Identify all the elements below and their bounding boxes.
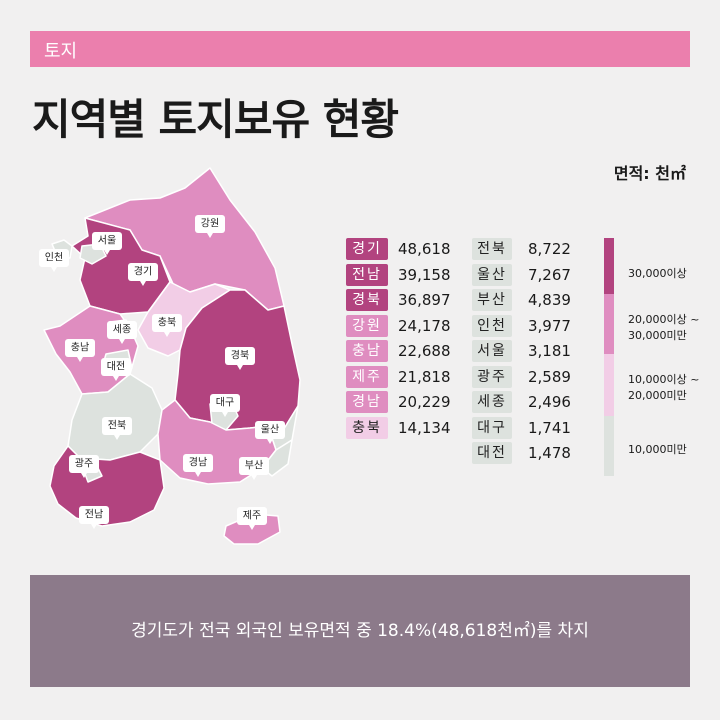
region-value: 8,722	[528, 240, 571, 258]
region-name-tag: 전남	[346, 263, 388, 286]
map-label-text: 강원	[201, 218, 219, 230]
map-label-충남: 충남	[65, 339, 95, 362]
region-value: 21,818	[398, 367, 451, 386]
region-value: 2,496	[528, 393, 571, 411]
map-label-대구: 대구	[210, 394, 240, 417]
map-label-text: 인천	[45, 252, 63, 264]
region-name-tag: 울산	[472, 263, 512, 286]
category-bar: 토지	[30, 31, 690, 67]
region-value: 22,688	[398, 342, 451, 360]
map-label-세종: 세종	[107, 321, 137, 344]
region-name-tag: 인천	[472, 314, 512, 337]
map-label-울산: 울산	[255, 421, 285, 444]
map-label-text: 광주	[75, 458, 93, 470]
region-value: 4,839	[528, 291, 571, 309]
region-name-tag: 세종	[472, 391, 512, 413]
region-name-tag: 대전	[472, 442, 512, 464]
map-label-경기: 경기	[128, 263, 158, 286]
region-value: 1,478	[528, 444, 571, 462]
region-부산	[261, 439, 293, 477]
region-value: 20,229	[398, 393, 451, 411]
region-value: 39,158	[398, 265, 451, 284]
map-label-경북: 경북	[225, 347, 255, 370]
map-label-text: 부산	[245, 460, 263, 472]
map-label-서울: 서울	[92, 232, 122, 255]
map-label-text: 충남	[71, 342, 89, 354]
region-name-tag: 전북	[472, 238, 512, 260]
map-label-text: 전북	[108, 420, 126, 432]
legend-swatch	[604, 294, 614, 354]
map-label-text: 경북	[231, 349, 249, 362]
map-label-text: 제주	[243, 510, 261, 522]
legend-swatch	[604, 416, 614, 476]
region-name-tag: 충북	[346, 416, 388, 439]
map-label-대전: 대전	[101, 358, 131, 381]
region-name-tag: 강원	[346, 314, 388, 337]
page-title: 지역별 토지보유 현황	[32, 95, 399, 144]
legend-label: 10,000미만	[628, 443, 687, 456]
map-label-전남: 전남	[79, 506, 109, 529]
legend-label: 20,000이상 ~	[628, 313, 700, 326]
summary-text: 경기도가 전국 외국인 보유면적 중 18.4%(48,618천㎡)를 차지	[131, 621, 589, 641]
region-name-tag: 경남	[346, 391, 388, 413]
map-label-전북: 전북	[102, 417, 132, 440]
legend-label: 30,000이상	[628, 267, 687, 280]
region-value: 3,977	[528, 316, 571, 335]
map-label-text: 경남	[189, 456, 207, 469]
legend-label: 10,000이상 ~	[628, 373, 700, 386]
legend-swatch	[604, 354, 614, 416]
map-label-text: 세종	[113, 324, 131, 336]
region-value: 3,181	[528, 342, 571, 360]
legend-swatch	[604, 238, 614, 294]
region-name-tag: 부산	[472, 289, 512, 311]
region-value: 36,897	[398, 291, 451, 309]
region-value: 7,267	[528, 265, 571, 284]
map-label-text: 경기	[134, 265, 152, 278]
map-label-광주: 광주	[69, 455, 99, 478]
region-name-tag: 광주	[472, 365, 512, 388]
map-label-text: 대구	[216, 397, 234, 409]
map-label-제주: 제주	[237, 507, 267, 530]
region-name-tag: 경북	[346, 289, 388, 311]
region-value: 24,178	[398, 316, 451, 335]
legend-label: 30,000미만	[628, 329, 687, 342]
map-label-text: 울산	[261, 424, 279, 436]
map-label-경남: 경남	[183, 454, 213, 477]
map-label-충북: 충북	[152, 314, 182, 337]
region-value: 2,589	[528, 367, 571, 386]
map-label-text: 서울	[98, 235, 116, 247]
region-name-tag: 서울	[472, 340, 512, 362]
map-label-text: 전남	[85, 509, 103, 521]
map-label-부산: 부산	[239, 457, 269, 480]
region-value: 14,134	[398, 418, 451, 437]
region-name-tag: 경기	[346, 238, 388, 260]
map-label-강원: 강원	[195, 215, 225, 238]
legend-label: 20,000미만	[628, 389, 687, 402]
region-name-tag: 제주	[346, 365, 388, 388]
category-label: 토지	[44, 41, 78, 62]
region-value: 1,741	[528, 418, 571, 437]
map-label-text: 충북	[158, 317, 176, 329]
summary-box: 경기도가 전국 외국인 보유면적 중 18.4%(48,618천㎡)를 차지	[30, 575, 690, 687]
region-name-tag: 충남	[346, 340, 388, 362]
region-name-tag: 대구	[472, 416, 512, 439]
unit-label: 면적: 천㎡	[613, 164, 686, 183]
map-label-text: 대전	[107, 361, 125, 373]
region-value: 48,618	[398, 240, 451, 258]
map-label-인천: 인천	[39, 249, 69, 272]
